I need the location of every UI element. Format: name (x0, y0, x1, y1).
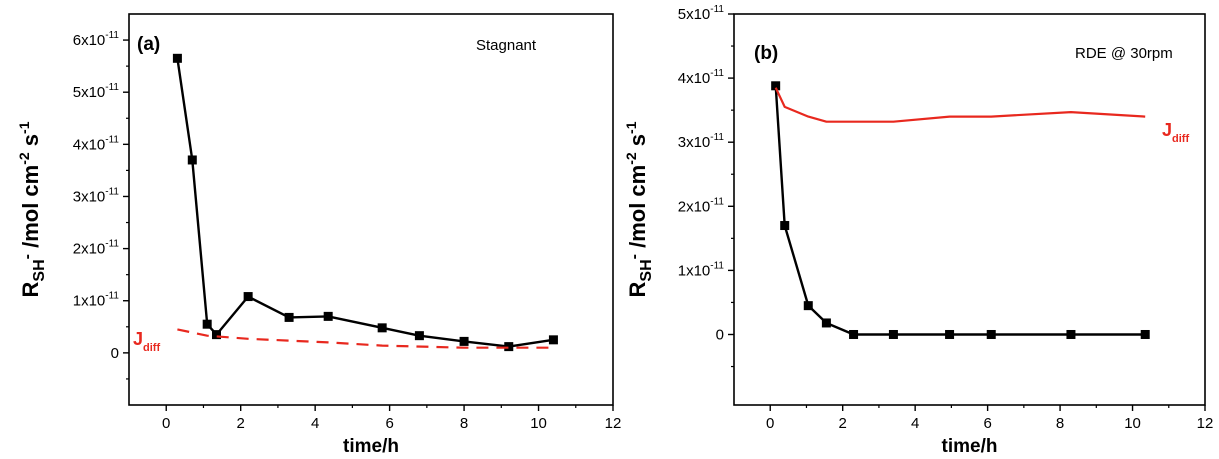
x-tick-label: 4 (311, 415, 319, 432)
y-tick-label: 4x10-11 (73, 134, 120, 153)
y-tick-label: 1x10-11 (73, 291, 120, 310)
series-line-rsh (774, 85, 1146, 336)
x-tick-label: 2 (839, 415, 847, 432)
y-tick-label: 5x10-11 (73, 82, 120, 101)
y-tick-label: 0 (111, 345, 119, 362)
x-tick-label: 0 (766, 415, 774, 432)
series-line-jdiff (774, 87, 1146, 123)
data-point (945, 329, 955, 339)
y-tick-label: 2x10-11 (678, 196, 725, 215)
data-point (1140, 329, 1150, 339)
x-axis-title: time/h (343, 436, 399, 457)
x-tick-label: 8 (1056, 415, 1064, 432)
data-point (1066, 329, 1076, 339)
series-line-jdiff (177, 328, 554, 349)
data-point (459, 336, 469, 346)
x-tick-label: 0 (162, 415, 170, 432)
plot-frame (733, 13, 1206, 406)
x-tick-label: 12 (1197, 415, 1214, 432)
data-point (172, 53, 182, 63)
x-tick-label: 10 (530, 415, 547, 432)
data-point (986, 329, 996, 339)
y-tick-label: 1x10-11 (678, 260, 725, 279)
jdiff-label: Jdiff (133, 329, 160, 354)
data-point (187, 155, 197, 165)
data-point (202, 319, 212, 329)
x-tick-label: 2 (237, 415, 245, 432)
condition-label: RDE @ 30rpm (1075, 45, 1173, 62)
jdiff-label: Jdiff (1162, 120, 1189, 145)
data-point (504, 342, 514, 352)
y-tick-label: 3x10-11 (678, 132, 725, 151)
data-point (771, 81, 781, 91)
y-tick-label: 5x10-11 (678, 4, 725, 23)
y-tick-label: 2x10-11 (73, 239, 120, 258)
x-axis-title: time/h (942, 436, 998, 457)
x-tick-label: 8 (460, 415, 468, 432)
data-point (888, 329, 898, 339)
data-point (548, 335, 558, 345)
y-tick-label: 6x10-11 (73, 30, 120, 49)
data-point (323, 311, 333, 321)
y-tick-label: 3x10-11 (73, 186, 120, 205)
data-point (821, 318, 831, 328)
series-line-rsh (176, 58, 554, 348)
data-point (414, 331, 424, 341)
data-point (803, 301, 813, 311)
data-point (211, 330, 221, 340)
data-point (849, 329, 859, 339)
x-tick-label: 6 (385, 415, 393, 432)
data-point (780, 221, 790, 231)
data-point (284, 312, 294, 322)
data-point (243, 292, 253, 302)
x-tick-label: 6 (983, 415, 991, 432)
data-point (377, 323, 387, 333)
panel-label: (a) (137, 34, 160, 55)
x-tick-label: 10 (1124, 415, 1141, 432)
condition-label: Stagnant (476, 37, 537, 54)
x-tick-label: 4 (911, 415, 919, 432)
y-axis-title: RSH- /mol cm-2 s-1 (16, 121, 48, 297)
y-tick-label: 0 (716, 326, 724, 343)
plot-frame (128, 13, 614, 406)
x-tick-label: 12 (605, 415, 622, 432)
y-tick-label: 4x10-11 (678, 68, 725, 87)
y-axis-title: RSH- /mol cm-2 s-1 (623, 121, 655, 297)
panel-label: (b) (754, 43, 778, 64)
